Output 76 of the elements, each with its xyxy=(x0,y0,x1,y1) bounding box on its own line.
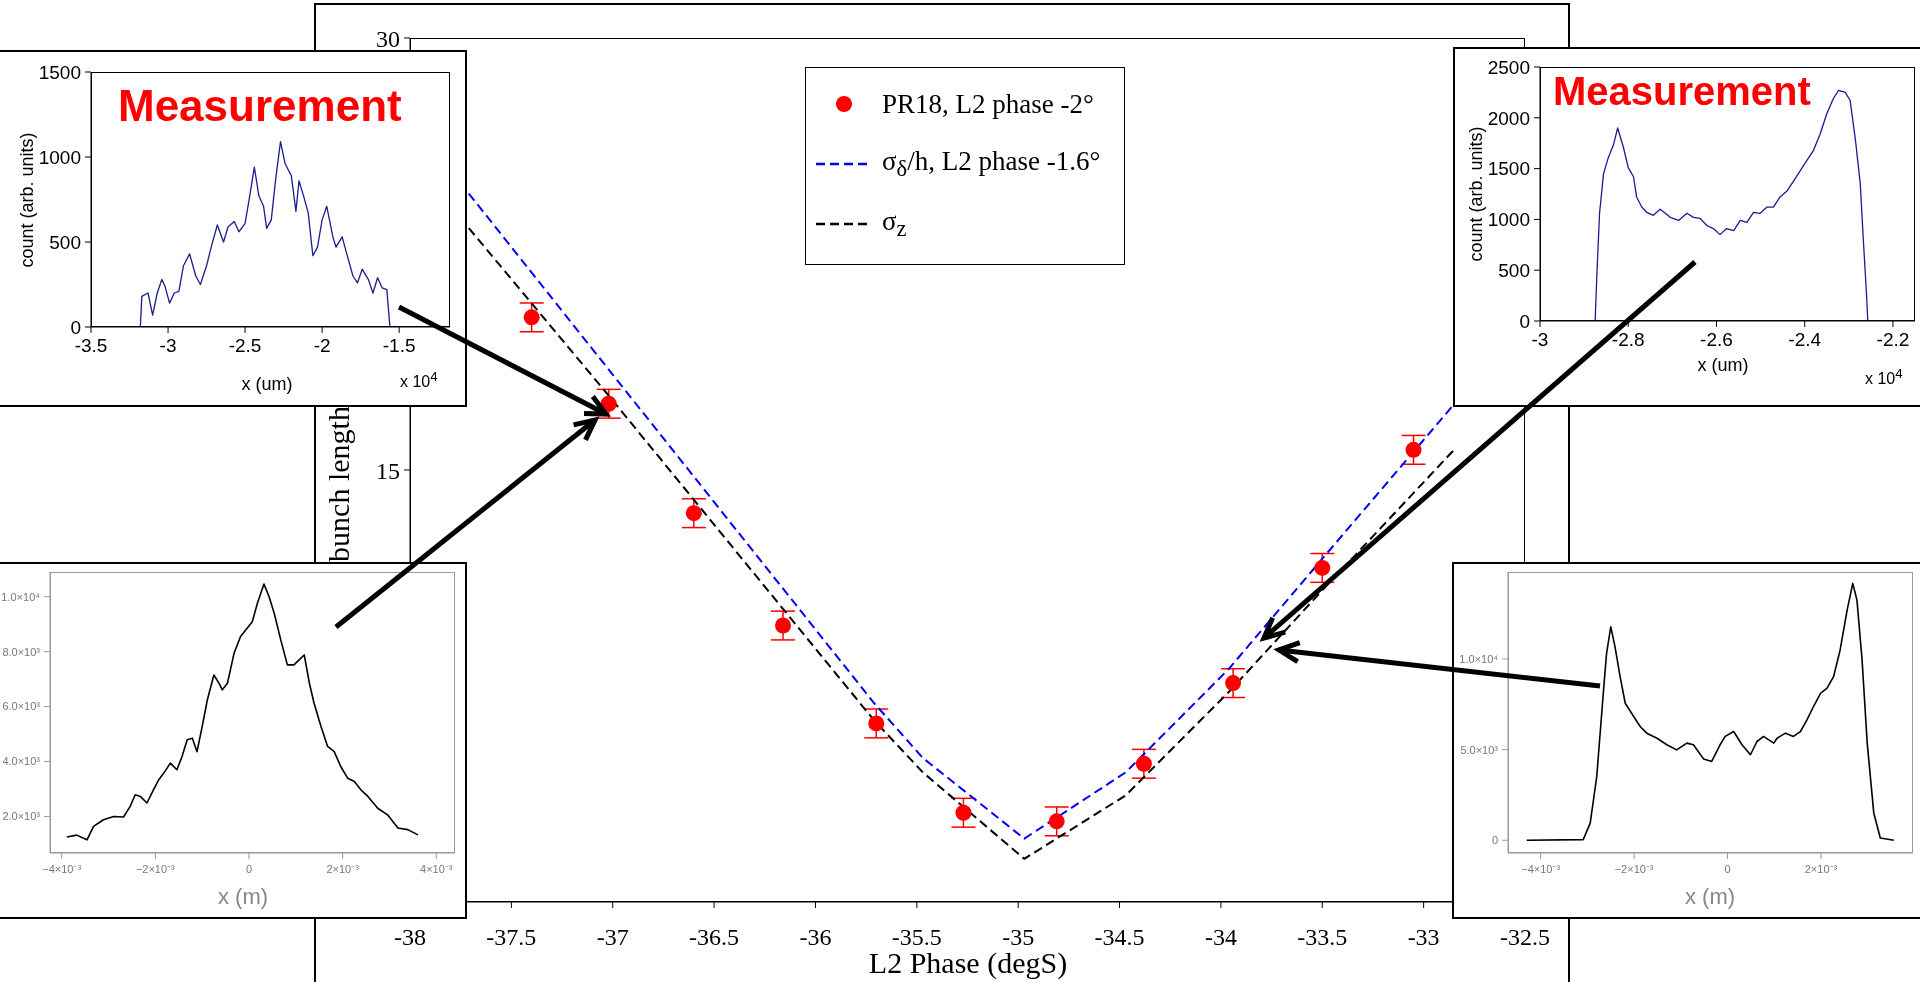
line-series xyxy=(66,583,419,841)
y-tick-label: 1.0×10⁴ xyxy=(1459,652,1499,665)
y-tick-label: 2500 xyxy=(1487,56,1530,78)
y-tick-label: 6.0×10³ xyxy=(2,700,41,713)
x-tick-label: -2.5 xyxy=(228,335,262,357)
x-tick-label: 2×10⁻³ xyxy=(326,862,360,875)
x-tick-label: -2.2 xyxy=(1876,329,1910,351)
y-tick-label: 1000 xyxy=(1487,209,1530,231)
x-tick-label: -36.5 xyxy=(689,924,740,951)
y-tick-label: 4.0×10³ xyxy=(2,755,41,768)
x-tick-label: −4×10⁻³ xyxy=(42,862,82,875)
y-tick-label: 0 xyxy=(1491,834,1498,847)
x-tick-label: -2.8 xyxy=(1611,329,1645,351)
x-axis-title: x (m) xyxy=(1684,884,1736,909)
point xyxy=(1048,813,1065,830)
x-tick-label: -2.4 xyxy=(1788,329,1822,351)
y-tick-label: 30 xyxy=(376,25,400,52)
point xyxy=(1314,559,1331,576)
x-tick-label: -37 xyxy=(596,924,629,951)
line-series xyxy=(139,141,391,327)
x-tick-label: -38 xyxy=(394,924,426,951)
x-tick-label: −2×10⁻³ xyxy=(135,862,176,875)
x-tick-label: -1.5 xyxy=(382,335,416,357)
x-tick-label: 4×10⁻³ xyxy=(420,862,453,875)
legend-label: σ$_{δ}$/h, L2 phase -1.6° xyxy=(882,145,1101,183)
x-tick-label: -36 xyxy=(799,924,832,951)
x-tick-label: -3.5 xyxy=(74,335,108,357)
x-tick-label: 2×10⁻³ xyxy=(1804,862,1838,875)
x-tick-label: -32.5 xyxy=(1500,924,1550,951)
x-tick-label: -33.5 xyxy=(1297,924,1348,951)
x-tick-label: -2 xyxy=(313,335,331,357)
annotation: Measurement xyxy=(1553,69,1811,113)
x-tick-label: -3 xyxy=(1531,329,1549,351)
point xyxy=(685,505,702,522)
point xyxy=(1405,441,1422,458)
x-tick-label: -34 xyxy=(1204,924,1237,951)
y-tick-label: 1.0×10⁴ xyxy=(1,590,41,603)
x-tick-label: -3 xyxy=(159,335,177,357)
y-tick-label: 1500 xyxy=(1487,158,1530,180)
y-axis-title: count (arb. units) xyxy=(16,132,37,268)
y-tick-label: 500 xyxy=(1498,259,1530,281)
x-axis-title: x (m) xyxy=(217,884,269,909)
y-tick-label: 15 xyxy=(376,457,400,484)
text: x 10$^{4}$ xyxy=(1865,366,1903,388)
y-tick-label: 500 xyxy=(49,231,81,253)
x-tick-label: -33 xyxy=(1407,924,1440,951)
x-tick-label: −4×10⁻³ xyxy=(1521,862,1561,875)
x-tick-label: 0 xyxy=(1724,862,1731,875)
legend-label: PR18, L2 phase -2° xyxy=(882,88,1094,120)
point xyxy=(523,309,540,326)
point xyxy=(1135,755,1152,772)
point xyxy=(775,617,792,634)
annotation: x 10$^{4}$ xyxy=(400,369,438,391)
y-tick-label: 2000 xyxy=(1487,107,1530,129)
line-series xyxy=(1525,582,1895,842)
point xyxy=(868,715,885,732)
y-tick-label: 1000 xyxy=(38,146,81,168)
x-axis-title: x (um) xyxy=(241,374,293,394)
point xyxy=(600,395,617,412)
y-tick-label: 1500 xyxy=(38,61,81,83)
y-tick-label: 8.0×10³ xyxy=(2,645,41,658)
x-axis-title: x (um) xyxy=(1697,355,1749,375)
x-tick-label: -2.6 xyxy=(1700,329,1733,351)
x-tick-label: -34.5 xyxy=(1094,924,1145,951)
x-tick-label: −2×10⁻³ xyxy=(1614,862,1654,875)
y-tick-label: 0 xyxy=(1519,310,1530,332)
annotation: Measurement xyxy=(118,81,402,131)
x-tick-label: -37.5 xyxy=(486,924,537,951)
point xyxy=(955,804,972,821)
y-axis-title: bunch length xyxy=(321,406,355,562)
legend-label: σ$_{z}$ xyxy=(882,205,907,243)
y-axis-title: count (arb. units) xyxy=(1465,126,1486,262)
x-tick-label: 0 xyxy=(245,862,253,875)
y-tick-label: 5.0×10³ xyxy=(1460,743,1499,756)
point xyxy=(1225,675,1242,692)
y-tick-label: 2.0×10³ xyxy=(2,810,41,823)
